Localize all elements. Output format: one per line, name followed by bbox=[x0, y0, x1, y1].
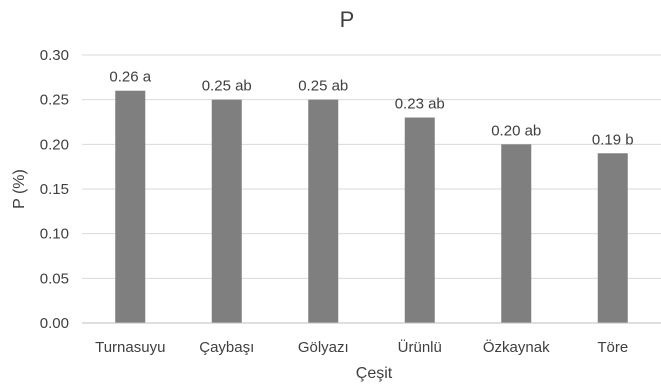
data-label-5: 0.20 ab bbox=[491, 122, 541, 139]
x-tick-label: Gölyazı bbox=[298, 339, 349, 356]
data-label-2: 0.25 ab bbox=[202, 78, 252, 95]
data-labels: 0.26 a 0.25 ab 0.25 ab 0.23 ab 0.20 ab 0.19 b bbox=[109, 69, 633, 149]
bar-6 bbox=[597, 153, 628, 323]
y-tick-label: 0.05 bbox=[40, 270, 69, 287]
y-axis-ticks: 0.00 0.05 0.10 0.15 0.20 0.25 0.30 bbox=[40, 47, 69, 332]
bars bbox=[115, 90, 628, 324]
y-tick-label: 0.15 bbox=[40, 181, 69, 198]
y-tick-label: 0.00 bbox=[40, 315, 69, 332]
y-axis-label: P (%) bbox=[11, 169, 28, 209]
data-label-1: 0.26 a bbox=[109, 69, 151, 86]
x-axis-label: Çeşit bbox=[356, 365, 393, 382]
x-tick-label: Özkaynak bbox=[483, 338, 550, 356]
x-tick-label: Töre bbox=[597, 339, 628, 356]
bar-2 bbox=[211, 99, 242, 324]
data-label-4: 0.23 ab bbox=[395, 96, 445, 113]
bar-3 bbox=[308, 99, 339, 324]
bar-4 bbox=[404, 117, 435, 324]
x-tick-label: Ürünlü bbox=[398, 338, 442, 356]
y-tick-label: 0.25 bbox=[40, 92, 69, 109]
x-tick-label: Çaybaşı bbox=[199, 339, 254, 356]
x-tick-label: Turnasuyu bbox=[95, 339, 165, 356]
bar-5 bbox=[501, 144, 532, 323]
y-tick-label: 0.20 bbox=[40, 136, 69, 153]
bar-1 bbox=[115, 90, 146, 323]
chart-title: P bbox=[340, 7, 355, 32]
y-tick-label: 0.10 bbox=[40, 226, 69, 243]
x-axis-ticks: Turnasuyu Çaybaşı Gölyazı Ürünlü Özkaynak Tör… bbox=[95, 338, 628, 356]
data-label-3: 0.25 ab bbox=[298, 78, 348, 95]
y-tick-label: 0.30 bbox=[40, 47, 69, 64]
grid-lines bbox=[82, 54, 661, 279]
data-label-6: 0.19 b bbox=[592, 131, 634, 148]
